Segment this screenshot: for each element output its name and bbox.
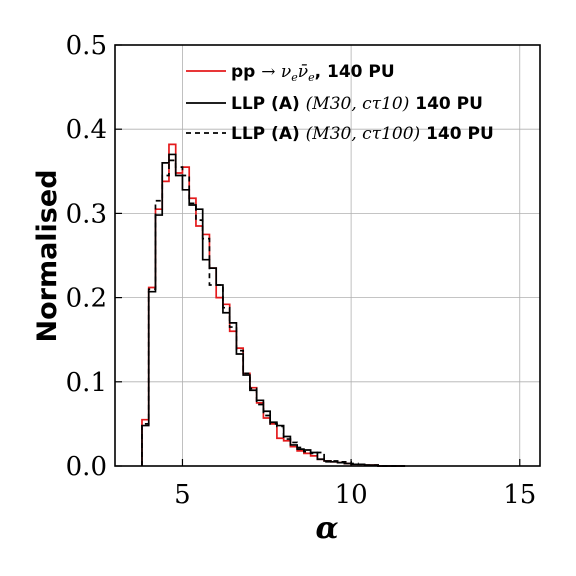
series-group — [141, 143, 406, 467]
y-tick-label: 0.1 — [66, 368, 107, 398]
y-tick-label: 0.2 — [66, 284, 107, 314]
ticks: 5 10 15 0.0 0.1 0.2 0.3 0.4 0.5 — [66, 31, 537, 510]
legend-label-llp-ct10: LLP (A) (M30, cτ10) 140 PU — [231, 94, 483, 114]
x-tick-label: 5 — [174, 480, 191, 510]
plot-frame — [114, 44, 541, 467]
legend: pp → νeν̄e, 140 PU LLP (A) (M30, cτ10) 1… — [186, 62, 494, 144]
legend-label-llp-ct100: LLP (A) (M30, cτ100) 140 PU — [231, 124, 494, 144]
x-tick-label: 10 — [335, 480, 368, 510]
legend-label-pp: pp → νeν̄e, 140 PU — [231, 62, 395, 84]
x-tick-label: 15 — [503, 480, 536, 510]
y-axis-title: Normalised — [32, 169, 63, 342]
y-tick-label: 0.4 — [66, 115, 107, 145]
histogram-series-0 — [141, 143, 406, 467]
y-tick-label: 0.0 — [66, 452, 107, 482]
y-tick-label: 0.5 — [66, 31, 107, 61]
x-axis-title: α — [315, 511, 338, 546]
grid — [115, 45, 540, 466]
histogram-series-1 — [141, 153, 406, 467]
histogram-series-2 — [141, 159, 406, 467]
y-tick-label: 0.3 — [66, 199, 107, 229]
